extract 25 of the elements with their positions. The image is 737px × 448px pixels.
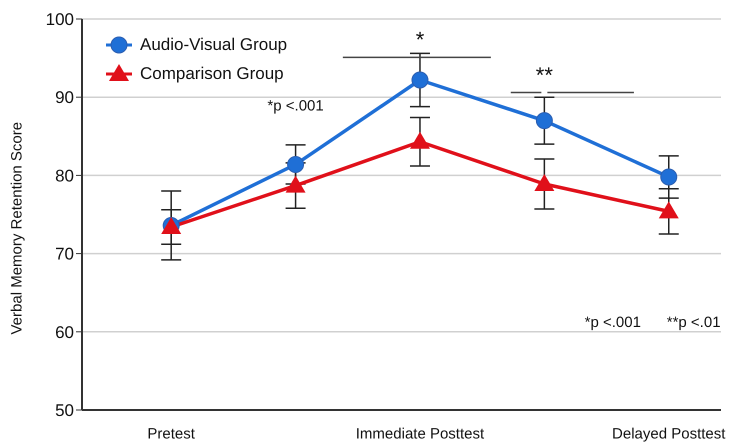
point	[410, 132, 430, 149]
x-tick-label: Immediate Posttest	[356, 426, 485, 443]
point	[658, 201, 679, 218]
x-tick-label: Delayed Posttest	[612, 426, 726, 443]
legend-label: Audio-Visual Group	[140, 34, 288, 54]
point	[287, 156, 304, 173]
y-tick-label: 100	[46, 10, 74, 30]
y-tick-label: 70	[55, 244, 74, 264]
annotation: **	[536, 62, 554, 88]
y-tick-label: 80	[55, 166, 74, 186]
x-tick-label: Pretest	[147, 426, 196, 443]
y-tick-label: 60	[55, 322, 74, 342]
annotation: *	[416, 27, 425, 52]
legend-label: Comparison Group	[140, 64, 284, 84]
y-axis-title: Verbal Memory Retention Score	[8, 122, 26, 334]
annotation: **p <.01	[666, 314, 721, 332]
point	[534, 174, 554, 191]
point	[411, 71, 428, 88]
annotation: *p <.001	[267, 97, 324, 114]
y-tick-label: 50	[55, 401, 74, 420]
point	[286, 176, 306, 193]
annotation: *p <.001	[584, 314, 641, 332]
point	[660, 168, 678, 186]
point	[536, 112, 553, 130]
y-tick-label: 90	[55, 88, 74, 108]
